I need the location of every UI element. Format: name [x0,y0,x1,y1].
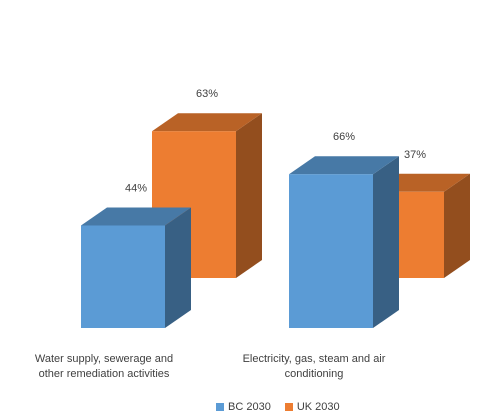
legend-item-bc-2030: BC 2030 [216,401,271,413]
data-label-water-uk-2030: 63% [196,88,218,100]
category-label-electricity-line-2: conditioning [284,368,344,380]
category-label-water: Water supply, sewerage and other remedia… [4,352,204,382]
legend-swatch-bc-2030 [216,403,224,411]
bar-water-bc-2030 [81,207,191,328]
bar-side-water-bc-2030 [165,207,191,328]
bar-side-electricity-uk-2030 [444,173,470,278]
category-label-electricity-line-1: Electricity, gas, steam and air [242,353,386,365]
legend-label-uk-2030: UK 2030 [296,401,340,413]
legend-swatch-uk-2030 [284,403,293,411]
category-label-electricity: Electricity, gas, steam and air conditio… [214,352,414,382]
bar-top-electricity-bc-2030 [289,156,399,175]
bar-front-water-bc-2030 [81,225,165,328]
legend: BC 2030 UK 2030 [216,401,340,413]
bar-top-water-uk-2030 [152,113,262,132]
data-label-electricity-bc-2030: 66% [333,131,355,143]
data-label-electricity-uk-2030: 37% [404,149,426,161]
bar-top-water-bc-2030 [81,207,191,226]
legend-item-uk-2030: UK 2030 [284,401,340,413]
data-label-water-bc-2030: 44% [125,182,147,194]
category-label-water-line-2: other remediation activities [38,368,170,380]
bar-side-electricity-bc-2030 [373,156,399,328]
category-label-water-line-1: Water supply, sewerage and [34,353,174,365]
legend-label-bc-2030: BC 2030 [228,401,271,413]
bar-side-water-uk-2030 [236,113,262,279]
bar-electricity-bc-2030 [289,156,399,328]
bar-front-electricity-bc-2030 [289,174,373,328]
